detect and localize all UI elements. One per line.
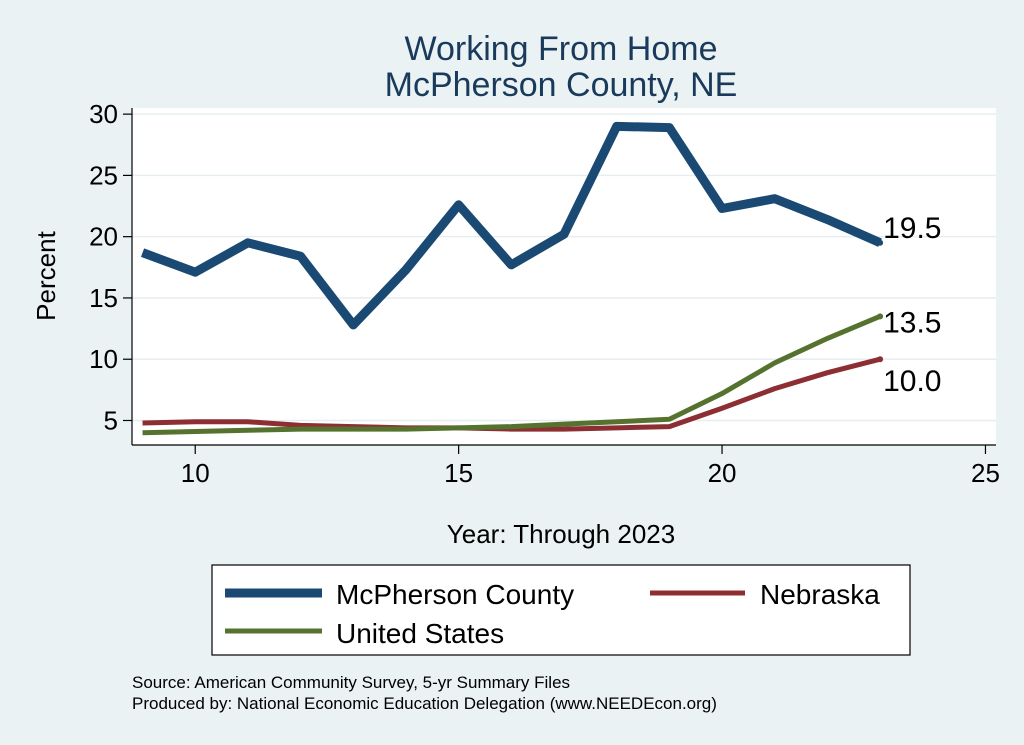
legend-label-nebraska: Nebraska <box>760 579 880 610</box>
end-label-nebraska: 10.0 <box>883 365 941 398</box>
series-line-us <box>142 314 882 436</box>
x-ticks: 10 15 20 25 <box>181 445 1000 488</box>
y-ticks: 5 10 15 20 25 30 <box>89 99 132 435</box>
y-tick-label-20: 20 <box>89 222 118 252</box>
end-label-us: 13.5 <box>883 306 941 339</box>
x-tick-label-25: 25 <box>971 458 1000 488</box>
y-tick-label-5: 5 <box>104 405 118 435</box>
producer-note: Produced by: National Economic Education… <box>132 694 717 713</box>
chart-title: Working From Home <box>405 30 718 68</box>
plot-area <box>132 108 996 445</box>
source-note: Source: American Community Survey, 5-yr … <box>132 673 570 692</box>
x-tick-label-15: 15 <box>444 458 473 488</box>
legend-label-us: United States <box>336 618 504 649</box>
end-point-us <box>877 313 884 320</box>
end-point-mcpherson <box>877 239 884 246</box>
end-point-nebraska <box>877 356 884 363</box>
y-tick-label-30: 30 <box>89 99 118 129</box>
y-axis-label: Percent <box>31 230 61 320</box>
y-tick-label-15: 15 <box>89 283 118 313</box>
y-tick-label-10: 10 <box>89 344 118 374</box>
end-labels: 19.5 10.0 13.5 <box>883 212 941 398</box>
grid-lines <box>132 113 996 422</box>
legend-box <box>211 564 911 656</box>
x-axis-label: Year: Through 2023 <box>447 519 675 549</box>
legend-label-mcpherson: McPherson County <box>336 579 574 610</box>
x-tick-label-20: 20 <box>708 458 737 488</box>
chart-subtitle: McPherson County, NE <box>385 66 738 104</box>
series-line-mcpherson <box>140 121 882 330</box>
y-tick-label-25: 25 <box>89 160 118 190</box>
x-tick-label-10: 10 <box>181 458 210 488</box>
end-label-mcpherson: 19.5 <box>883 212 941 245</box>
series-lines <box>140 121 884 436</box>
